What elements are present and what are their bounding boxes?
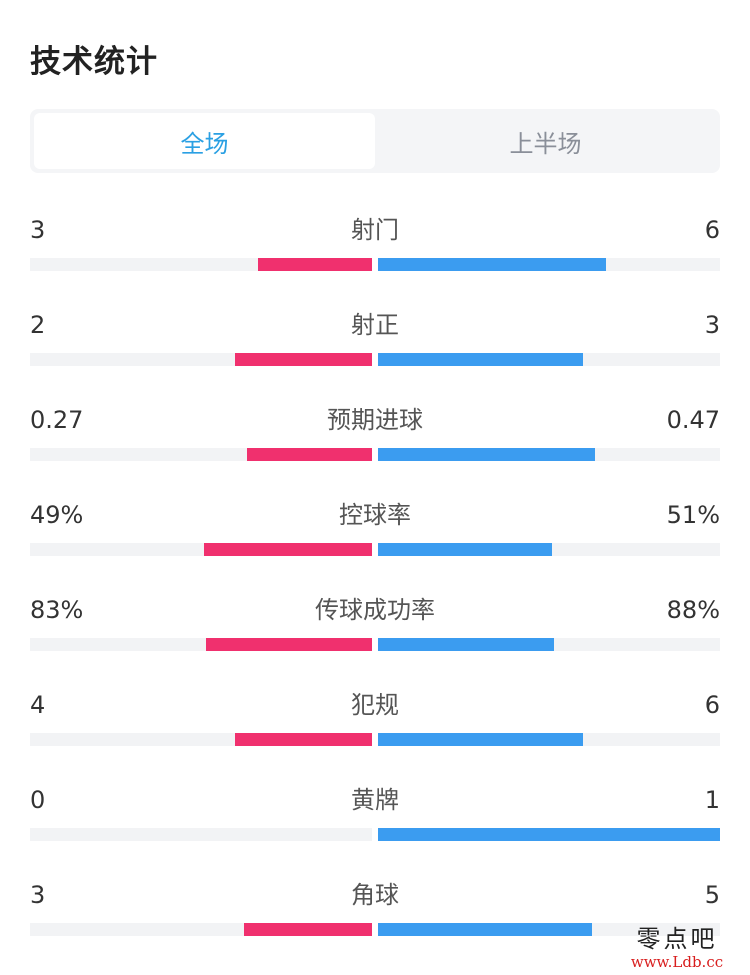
stat-label: 预期进球 — [327, 406, 423, 434]
home-bar-track — [30, 258, 372, 271]
home-value: 83% — [30, 596, 84, 624]
away-bar-track — [378, 733, 720, 746]
home-value: 4 — [30, 691, 46, 719]
away-value: 88% — [666, 596, 720, 624]
home-bar — [243, 923, 372, 936]
stat-row-fouls: 4 犯规 6 — [30, 678, 720, 773]
away-bar — [378, 923, 592, 936]
away-bar — [378, 733, 584, 746]
home-bar — [206, 638, 372, 651]
home-bar-track — [30, 448, 372, 461]
stat-label: 射门 — [351, 216, 399, 244]
home-bar — [204, 543, 372, 556]
stat-row-xg: 0.27 预期进球 0.47 — [30, 393, 720, 488]
stat-label: 控球率 — [339, 501, 411, 529]
stat-row-yellow-cards: 0 黄牌 1 — [30, 773, 720, 868]
away-bar-track — [378, 353, 720, 366]
away-bar-track — [378, 923, 720, 936]
watermark-url: www.Ldb.cc — [630, 953, 724, 971]
stat-row-possession: 49% 控球率 51% — [30, 488, 720, 583]
stats-list: 3 射门 6 2 射正 3 0.27 预期进球 0.47 49% 控球率 51%… — [30, 203, 720, 963]
away-bar — [378, 543, 553, 556]
away-bar — [378, 353, 584, 366]
tab-full-match[interactable]: 全场 — [34, 113, 375, 169]
away-value: 5 — [704, 881, 720, 909]
home-bar — [235, 733, 372, 746]
home-value: 0.27 — [30, 406, 84, 434]
watermark-name: 零点吧 — [636, 925, 718, 953]
page-title: 技术统计 — [30, 44, 158, 80]
stat-row-corners: 3 角球 5 — [30, 868, 720, 963]
away-bar — [378, 448, 596, 461]
away-value: 6 — [704, 216, 720, 244]
away-value: 0.47 — [666, 406, 720, 434]
stat-label: 传球成功率 — [315, 596, 435, 624]
home-bar — [235, 353, 372, 366]
home-bar-track — [30, 543, 372, 556]
away-bar — [378, 828, 720, 841]
stat-label: 角球 — [351, 881, 399, 909]
away-bar-track — [378, 258, 720, 271]
period-tabs: 全场 上半场 — [30, 109, 720, 173]
stat-row-shots-on-target: 2 射正 3 — [30, 298, 720, 393]
home-bar-track — [30, 733, 372, 746]
away-bar — [378, 638, 555, 651]
away-bar-track — [378, 638, 720, 651]
home-value: 3 — [30, 216, 46, 244]
away-bar-track — [378, 448, 720, 461]
home-bar-track — [30, 828, 372, 841]
away-value: 6 — [704, 691, 720, 719]
away-bar-track — [378, 543, 720, 556]
stat-label: 犯规 — [351, 691, 399, 719]
away-value: 3 — [704, 311, 720, 339]
away-value: 51% — [666, 501, 720, 529]
home-bar — [258, 258, 372, 271]
watermark-logo: 零点吧 www.Ldb.cc — [612, 925, 742, 971]
away-value: 1 — [704, 786, 720, 814]
away-bar — [378, 258, 607, 271]
tab-first-half[interactable]: 上半场 — [509, 129, 582, 158]
home-bar-track — [30, 353, 372, 366]
stat-row-pass-accuracy: 83% 传球成功率 88% — [30, 583, 720, 678]
home-bar-track — [30, 638, 372, 651]
stat-label: 射正 — [351, 311, 399, 339]
home-bar-track — [30, 923, 372, 936]
stat-label: 黄牌 — [351, 786, 399, 814]
home-value: 3 — [30, 881, 46, 909]
away-bar-track — [378, 828, 720, 841]
home-bar — [247, 448, 372, 461]
home-value: 2 — [30, 311, 46, 339]
home-value: 49% — [30, 501, 84, 529]
home-value: 0 — [30, 786, 46, 814]
stat-row-shots: 3 射门 6 — [30, 203, 720, 298]
